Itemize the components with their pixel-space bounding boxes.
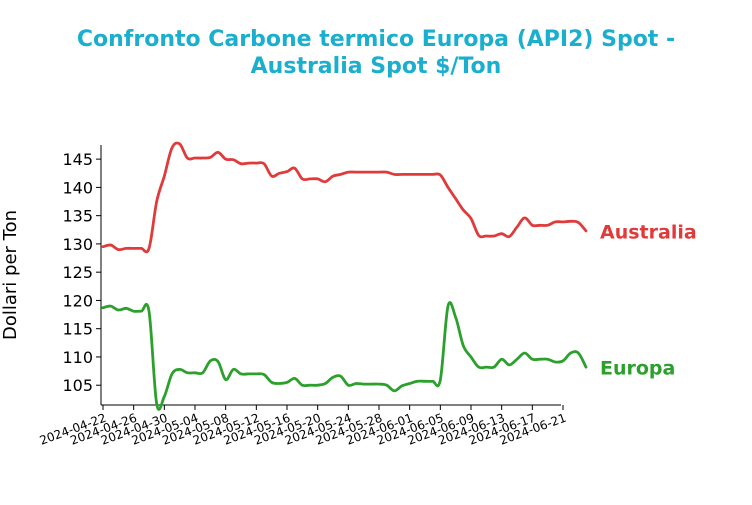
- series-line-australia: [101, 141, 588, 254]
- y-tick-label-7: 140: [62, 178, 93, 197]
- chart-title-line-2: Australia Spot $/Ton: [250, 54, 502, 79]
- y-axis-ticks: 105 110 115 120 125 130 135 140 145: [62, 150, 101, 395]
- y-tick-label-1: 110: [62, 348, 93, 367]
- series-lines: Australia Europa: [101, 141, 697, 411]
- y-axis-label: Dollari per Ton: [0, 210, 21, 340]
- series-label-australia: Australia: [600, 221, 697, 243]
- y-tick-label-5: 130: [62, 235, 93, 254]
- y-tick-label-2: 115: [62, 320, 93, 339]
- chart-title: Confronto Carbone termico Europa (API2) …: [0, 26, 752, 80]
- y-tick-label-8: 145: [62, 150, 93, 169]
- y-tick-label-6: 135: [62, 207, 93, 226]
- y-tick-label-3: 120: [62, 291, 93, 310]
- x-axis-ticks: 2024-04-222024-04-262024-04-302024-05-04…: [38, 405, 568, 448]
- series-label-europa: Europa: [600, 358, 675, 380]
- chart-title-line-1: Confronto Carbone termico Europa (API2) …: [76, 27, 676, 52]
- y-tick-label-0: 105: [62, 376, 93, 395]
- y-tick-label-4: 125: [62, 263, 93, 282]
- series-line-europa: [101, 301, 588, 411]
